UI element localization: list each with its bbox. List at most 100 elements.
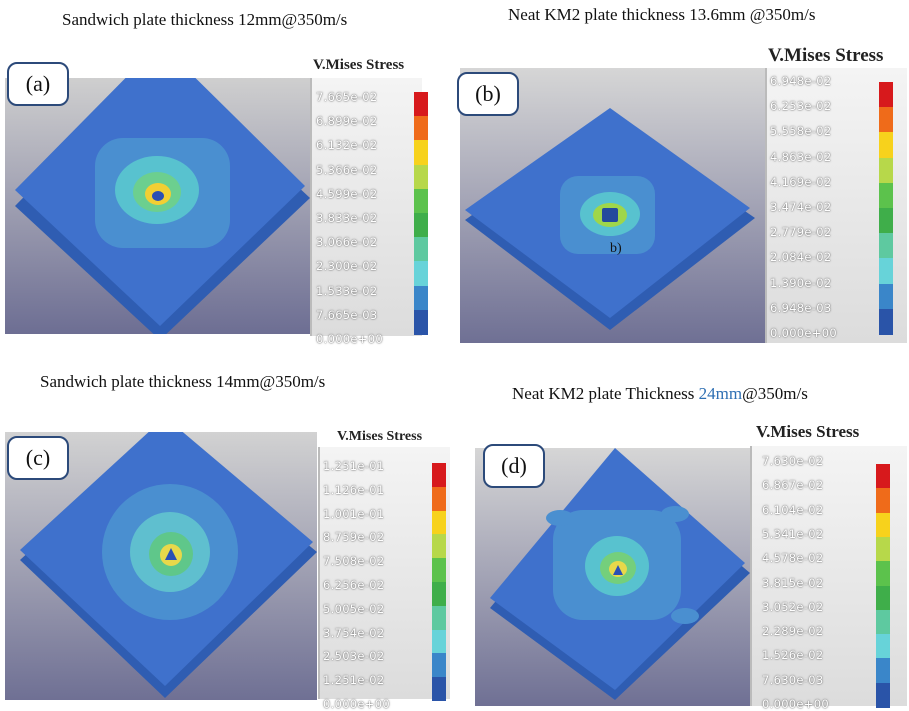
stress-contour-a: [5, 78, 310, 334]
legend-title-b: V.Mises Stress: [768, 45, 884, 66]
legend-value: 2.084e-02: [770, 250, 832, 265]
caption-d-thickness: 24mm: [698, 384, 743, 403]
legend-value: 0.000e+00: [770, 326, 837, 340]
caption-d: Neat KM2 plate Thickness 24mm@350m/s: [512, 384, 808, 404]
legend-color-swatch: [876, 585, 890, 611]
legend-d: 7.630e-02 6.867e-02 6.104e-02 5.341e-02 4.57…: [750, 446, 907, 711]
legend-color-swatch: [432, 510, 446, 535]
legend-color-swatch: [414, 92, 428, 117]
legend-color-swatch: [432, 653, 446, 678]
legend-color-swatch: [879, 182, 893, 209]
legend-value: 4.599e-02: [316, 186, 378, 201]
legend-value: 3.754e-02: [323, 625, 385, 640]
legend-value: 0.000e+00: [316, 332, 383, 346]
legend-color-swatch: [879, 308, 893, 335]
legend-color-swatch: [879, 258, 893, 285]
legend-color-swatch: [876, 561, 890, 587]
legend-color-swatch: [879, 107, 893, 134]
legend-color-swatch: [414, 164, 428, 190]
legend-value: 5.558e-02: [770, 124, 832, 139]
legend-color-swatch: [414, 261, 428, 287]
legend-value: 6.253e-02: [770, 99, 832, 114]
stress-contour-c: [5, 432, 317, 700]
caption-d-prefix: Neat KM2 plate Thickness: [512, 384, 699, 403]
legend-value: 7.630e-02: [762, 454, 824, 468]
legend-color-swatch: [432, 558, 446, 583]
legend-value: 6.948e-03: [770, 300, 832, 315]
simulation-view-a: [5, 78, 310, 334]
label-a: (a): [7, 62, 69, 106]
stress-contour-d: [475, 448, 750, 706]
legend-color-swatch: [414, 213, 428, 238]
legend-color-swatch: [879, 208, 893, 234]
legend-b: 6.948e-02 6.253e-02 5.558e-02 4.863e-02 4.16…: [765, 68, 907, 343]
legend-color-swatch: [432, 605, 446, 630]
legend-value: 2.779e-02: [770, 225, 832, 240]
legend-value: 2.300e-02: [316, 259, 378, 274]
legend-color-swatch: [432, 463, 446, 487]
label-d: (d): [483, 444, 545, 488]
legend-value: 3.815e-02: [762, 575, 824, 590]
legend-value: 5.366e-02: [316, 162, 378, 177]
legend-color-swatch: [879, 283, 893, 310]
legend-value: 1.533e-02: [316, 283, 378, 298]
legend-value: 6.867e-02: [762, 478, 824, 493]
legend-color-swatch: [414, 309, 428, 335]
legend-value: 1.390e-02: [770, 275, 832, 290]
legend-color-swatch: [432, 629, 446, 654]
legend-title-d: V.Mises Stress: [756, 422, 860, 441]
legend-color-swatch: [432, 677, 446, 702]
legend-value: 1.251e-02: [323, 673, 385, 688]
legend-color-swatch: [876, 488, 890, 514]
legend-value: 1.251e-01: [323, 459, 385, 473]
legend-value: 3.474e-02: [770, 200, 832, 214]
legend-value: 8.759e-02: [323, 530, 385, 545]
legend-value: 3.833e-02: [316, 211, 378, 225]
legend-value: 7.665e-03: [316, 307, 378, 322]
legend-value: 7.508e-02: [323, 554, 385, 569]
legend-value: 4.169e-02: [770, 174, 832, 189]
label-b: (b): [457, 72, 519, 116]
legend-value: 6.948e-02: [770, 74, 832, 88]
legend-color-swatch: [876, 609, 890, 635]
caption-c: Sandwich plate thickness 14mm@350m/s: [40, 372, 326, 391]
legend-color-swatch: [876, 464, 890, 489]
legend-value: 0.000e+00: [323, 697, 390, 711]
legend-value: 0.000e+00: [762, 697, 829, 711]
legend-value: 7.630e-03: [762, 672, 824, 687]
legend-title-c: V.Mises Stress: [337, 429, 423, 444]
legend-color-swatch: [876, 682, 890, 708]
legend-value: 7.665e-02: [316, 90, 378, 104]
legend-color-swatch: [876, 512, 890, 538]
simulation-view-c: [5, 432, 317, 700]
legend-color-swatch: [414, 188, 428, 214]
legend-color-swatch: [876, 658, 890, 684]
legend-value: 5.005e-02: [323, 601, 385, 616]
legend-value: 1.001e-01: [323, 506, 385, 521]
legend-color-swatch: [879, 233, 893, 260]
legend-value: 2.503e-02: [323, 649, 385, 664]
legend-value: 1.526e-02: [762, 648, 824, 663]
legend-color-swatch: [432, 534, 446, 559]
legend-color-swatch: [432, 486, 446, 511]
annotation-b: b): [610, 241, 622, 256]
legend-color-swatch: [414, 116, 428, 142]
legend-color-swatch: [876, 634, 890, 660]
legend-value: 2.289e-02: [762, 624, 824, 639]
legend-value: 1.126e-01: [323, 482, 385, 497]
legend-color-swatch: [414, 140, 428, 166]
legend-value: 5.341e-02: [762, 526, 824, 541]
legend-value: 6.899e-02: [316, 114, 378, 129]
legend-color-swatch: [414, 285, 428, 311]
simulation-view-d: [475, 448, 750, 706]
caption-a: Sandwich plate thickness 12mm@350m/s: [62, 10, 348, 29]
legend-color-swatch: [414, 237, 428, 263]
legend-color-swatch: [879, 82, 893, 108]
legend-color-swatch: [879, 157, 893, 184]
legend-c: 1.251e-01 1.126e-01 1.001e-01 8.759e-02 7.50…: [318, 447, 450, 711]
caption-d-suffix: @350m/s: [742, 384, 808, 403]
legend-value: 4.578e-02: [762, 551, 824, 566]
legend-value: 4.863e-02: [770, 149, 832, 164]
legend-value: 6.256e-02: [323, 578, 385, 592]
legend-a: 7.665e-02 6.899e-02 6.132e-02 5.366e-02 4.59…: [310, 78, 428, 346]
